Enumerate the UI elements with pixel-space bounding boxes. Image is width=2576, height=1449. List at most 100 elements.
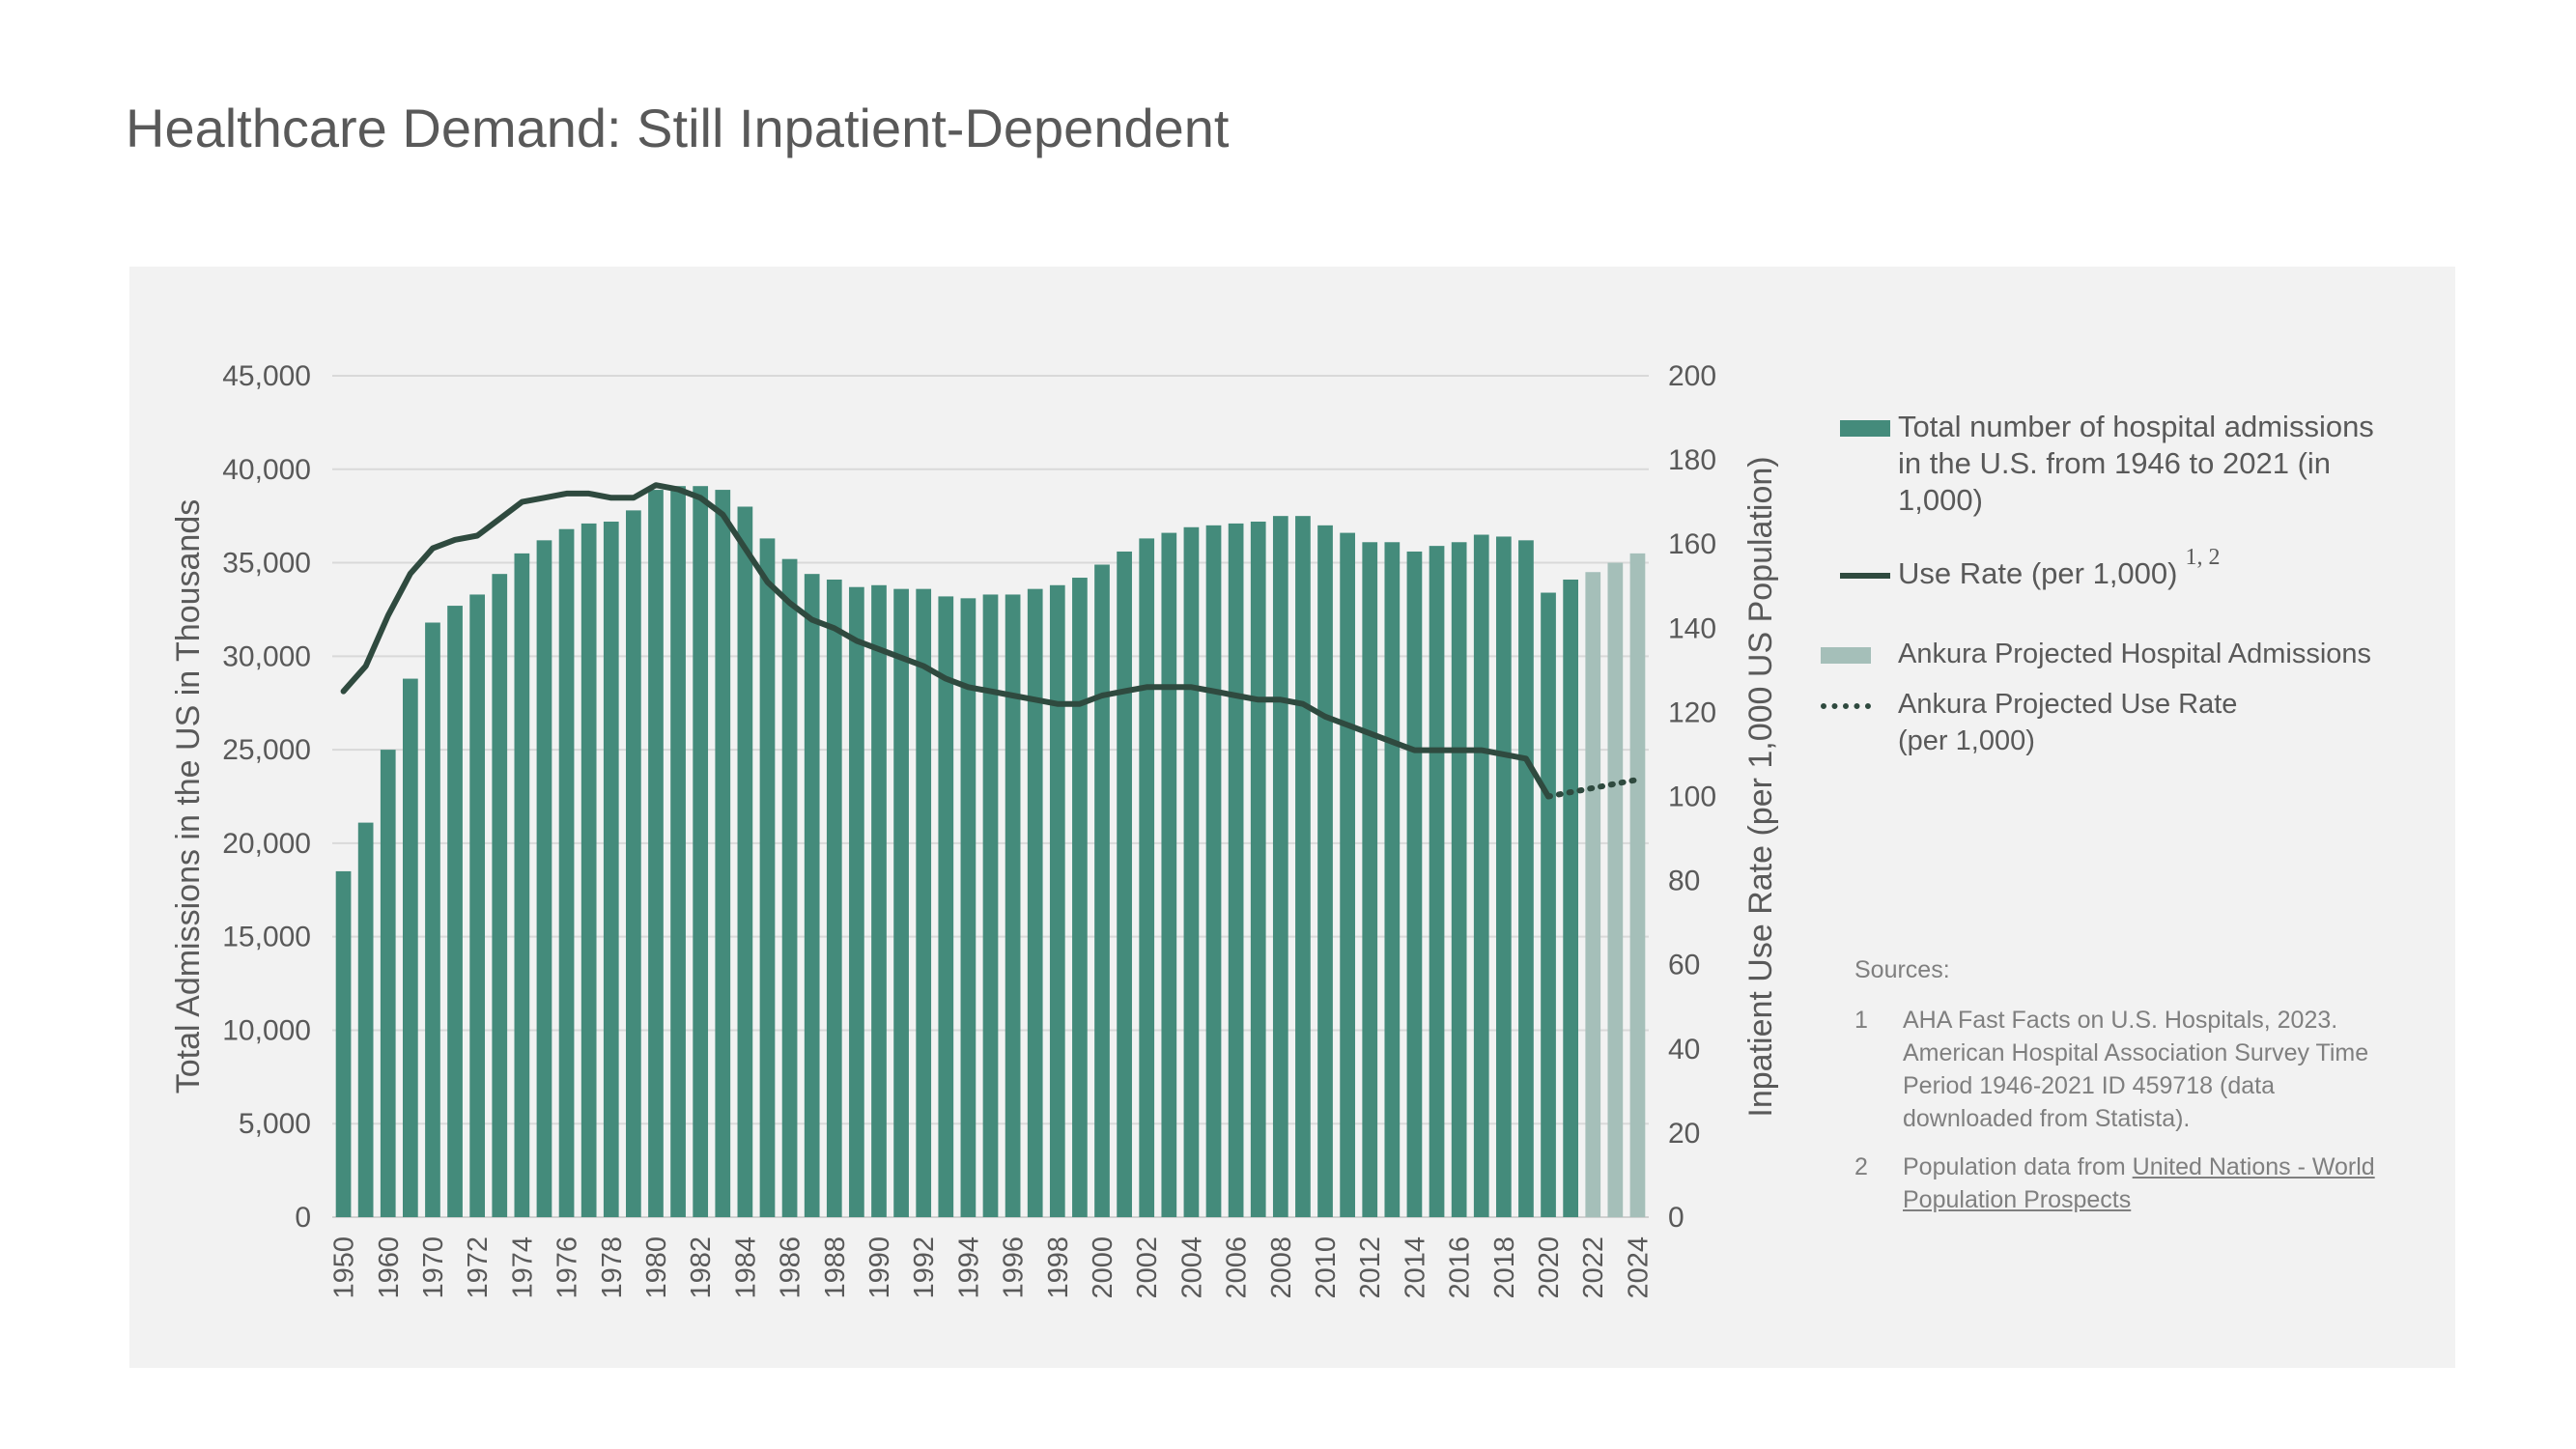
legend-item-projected-use-rate: Ankura Projected Use Rate (per 1,000) xyxy=(1821,686,2284,759)
x-tick-label: 1992 xyxy=(909,1236,940,1299)
x-tick-label: 2024 xyxy=(1623,1236,1654,1299)
y2-tick-label: 120 xyxy=(1668,696,1716,728)
bar xyxy=(1250,521,1266,1217)
combo-chart: 0 5,000 10,000 15,000 20,000 25,000 30,000 35,0… xyxy=(170,360,1779,1299)
source-number: 1 xyxy=(1854,1007,1868,1034)
x-tick-label: 1960 xyxy=(374,1236,405,1299)
source-text: Population data from United Nations - Wo… xyxy=(1903,1151,2395,1216)
projected-use-rate-line xyxy=(1545,777,1641,800)
bar xyxy=(1451,542,1467,1217)
bar xyxy=(1272,516,1288,1217)
bar xyxy=(1317,525,1333,1217)
legend-swatch-use-rate xyxy=(1840,573,1890,579)
source-item-2: 2 Population data from United Nations - … xyxy=(1854,1151,2395,1216)
x-tick-label: 2018 xyxy=(1489,1236,1520,1299)
legend-swatch-projected-admissions xyxy=(1821,647,1871,664)
y2-tick-label: 0 xyxy=(1668,1202,1684,1234)
bar xyxy=(871,584,887,1217)
y-tick-label: 0 xyxy=(295,1202,311,1234)
x-tick-label: 2020 xyxy=(1534,1236,1565,1299)
bar xyxy=(1340,532,1355,1217)
y-tick-label: 5,000 xyxy=(239,1108,311,1140)
x-tick-label: 2022 xyxy=(1578,1236,1609,1299)
legend-use-rate-text: Use Rate (per 1,000) xyxy=(1898,556,2178,590)
bar xyxy=(1072,578,1088,1217)
bar xyxy=(781,558,798,1217)
x-tick-label: 2014 xyxy=(1400,1236,1430,1299)
bar xyxy=(804,574,820,1217)
projected-bar xyxy=(1585,572,1601,1217)
x-tick-label: 2004 xyxy=(1176,1236,1207,1299)
chart-panel: 0 5,000 10,000 15,000 20,000 25,000 30,000 35,0… xyxy=(129,267,2455,1368)
y-tick-label: 25,000 xyxy=(222,734,311,766)
x-tick-label: 1980 xyxy=(641,1236,672,1299)
x-tick-label: 2012 xyxy=(1355,1236,1386,1299)
x-tick-label: 2010 xyxy=(1311,1236,1342,1299)
bar xyxy=(1406,551,1423,1217)
bar xyxy=(357,822,374,1217)
bar xyxy=(1049,584,1065,1217)
bar xyxy=(403,678,418,1217)
bar xyxy=(626,510,641,1217)
bar xyxy=(916,588,932,1217)
bar xyxy=(580,523,597,1217)
bar xyxy=(536,540,552,1217)
projected-bar xyxy=(1607,562,1624,1217)
bar xyxy=(715,490,731,1217)
bar xyxy=(1295,516,1311,1217)
bar xyxy=(938,596,954,1217)
legend-item-admissions: Total number of hospital admissions in t… xyxy=(1840,409,2420,519)
source-item-1: 1 AHA Fast Facts on U.S. Hospitals, 2023… xyxy=(1854,1004,2395,1135)
bar xyxy=(826,579,842,1217)
bar xyxy=(492,574,508,1217)
legend-item-use-rate: Use Rate (per 1,000) 1, 2 xyxy=(1840,545,2220,595)
bar xyxy=(1027,588,1043,1217)
bar xyxy=(1384,542,1401,1217)
bar xyxy=(469,594,486,1217)
bar xyxy=(1094,564,1110,1217)
bar xyxy=(670,486,686,1218)
x-tick-label: 1974 xyxy=(507,1236,538,1299)
x-tick-label: 2016 xyxy=(1445,1236,1476,1299)
y2-tick-label: 20 xyxy=(1668,1118,1700,1150)
bar xyxy=(849,586,864,1217)
bar xyxy=(603,521,619,1217)
bar xyxy=(982,594,999,1217)
x-tick-label: 2006 xyxy=(1222,1236,1253,1299)
bar xyxy=(960,598,977,1217)
legend-item-projected-admissions: Ankura Projected Hospital Admissions xyxy=(1821,636,2371,672)
bar xyxy=(737,506,753,1217)
y2-tick-label: 180 xyxy=(1668,444,1716,476)
y2-tick-label: 80 xyxy=(1668,866,1700,897)
legend-label-use-rate: Use Rate (per 1,000) 1, 2 xyxy=(1898,545,2220,595)
bar xyxy=(1005,594,1021,1217)
bar xyxy=(1205,525,1222,1217)
x-tick-label: 1978 xyxy=(597,1236,628,1299)
bar xyxy=(514,553,530,1217)
bar xyxy=(648,490,664,1217)
bar xyxy=(759,538,776,1217)
y-tick-label: 30,000 xyxy=(222,640,311,672)
bar xyxy=(447,606,463,1217)
source-text-prefix: Population data from xyxy=(1903,1153,2133,1180)
y-tick-label: 15,000 xyxy=(222,922,311,953)
bar xyxy=(1362,542,1378,1217)
x-tick-label: 1986 xyxy=(776,1236,807,1299)
x-tick-label: 2002 xyxy=(1132,1236,1163,1299)
y-tick-label: 10,000 xyxy=(222,1014,311,1046)
bar xyxy=(558,528,575,1217)
sources-heading: Sources: xyxy=(1854,956,1950,983)
bar xyxy=(1161,532,1177,1217)
bar xyxy=(1495,536,1512,1217)
x-tick-label: 1984 xyxy=(730,1236,761,1299)
y-axis-title: Total Admissions in the US in Thousands xyxy=(170,499,207,1094)
bar xyxy=(1518,540,1534,1217)
x-tick-label: 1970 xyxy=(418,1236,449,1299)
y-tick-label: 20,000 xyxy=(222,828,311,860)
source-link-un-wpp[interactable]: United Nations - World Population Prospe… xyxy=(1903,1153,2375,1213)
bar xyxy=(425,622,440,1217)
x-tick-label: 1990 xyxy=(864,1236,895,1299)
x-tick-label: 1976 xyxy=(552,1236,583,1299)
x-tick-label: 1988 xyxy=(820,1236,851,1299)
bar xyxy=(693,486,709,1218)
